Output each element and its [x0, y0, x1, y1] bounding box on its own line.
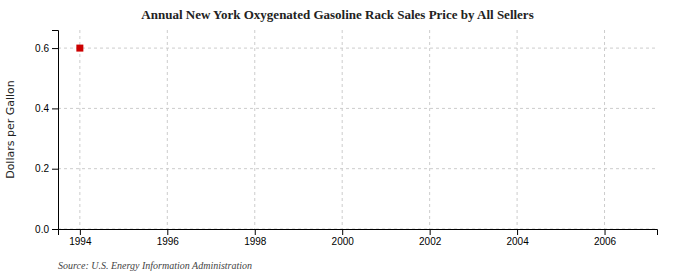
- x-tick: 2002: [419, 229, 442, 247]
- y-grid-line: [58, 108, 657, 109]
- y-axis: 0.0 0.2 0.4 0.6: [35, 31, 58, 235]
- y-tick: 0.6: [35, 43, 58, 54]
- x-grid-line: [79, 30, 80, 229]
- x-tick-label: 2000: [332, 236, 355, 247]
- y-tick: 0.0: [35, 224, 58, 235]
- grid: [58, 30, 657, 229]
- y-tick-mark: [52, 169, 58, 170]
- y-grid-line: [58, 48, 657, 49]
- x-tick-label: 1998: [244, 236, 267, 247]
- x-tick-label: 1994: [69, 236, 92, 247]
- x-tick: 2000: [332, 229, 355, 247]
- x-tick-label: 2004: [506, 236, 529, 247]
- plot-area: 1994 1996 1998 2000 2002 2004 2006 0.0 0.2 0.4 0.6: [35, 30, 657, 247]
- x-axis: 1994 1996 1998 2000 2002 2004 2006: [59, 229, 658, 247]
- y-axis-label: Dollars per Gallon: [4, 80, 17, 179]
- x-tick-mark: [167, 229, 168, 235]
- x-tick-mark: [255, 229, 256, 235]
- x-grid-line: [342, 30, 343, 229]
- y-tick: 0.4: [35, 103, 58, 114]
- x-grid-line: [604, 30, 605, 229]
- x-axis-line: [59, 230, 658, 236]
- x-tick: 1994: [69, 229, 92, 247]
- marks: [76, 45, 83, 52]
- x-tick-mark: [605, 229, 606, 235]
- y-tick: 0.2: [35, 163, 58, 174]
- y-tick-mark: [52, 48, 58, 49]
- x-tick: 2006: [594, 229, 617, 247]
- x-tick-label: 1996: [157, 236, 180, 247]
- x-tick-mark: [342, 229, 343, 235]
- x-tick-mark: [80, 229, 81, 235]
- y-grid-line: [58, 168, 657, 169]
- y-axis-line: [52, 31, 59, 230]
- y-tick-label: 0.4: [35, 103, 49, 114]
- x-grid-line: [429, 30, 430, 229]
- chart: 1994 1996 1998 2000 2002 2004 2006 0.0 0.2 0.4 0.6…: [0, 0, 675, 275]
- x-grid-line: [254, 30, 255, 229]
- title: Annual New York Oxygenated Gasoline Rack…: [141, 7, 533, 22]
- y-tick-mark: [52, 108, 58, 109]
- y-tick-label: 0.2: [35, 163, 49, 174]
- x-grid-line: [167, 30, 168, 229]
- source-note: Source: U.S. Energy Information Administ…: [58, 260, 252, 271]
- x-tick: 2004: [506, 229, 529, 247]
- x-grid-line: [517, 30, 518, 229]
- x-tick: 1998: [244, 229, 267, 247]
- x-tick: 1996: [157, 229, 180, 247]
- x-tick-mark: [430, 229, 431, 235]
- x-tick-label: 2006: [594, 236, 617, 247]
- y-tick-mark: [52, 229, 58, 230]
- x-tick-label: 2002: [419, 236, 442, 247]
- x-tick-mark: [517, 229, 518, 235]
- y-tick-label: 0.0: [35, 224, 49, 235]
- point: [76, 45, 83, 52]
- y-tick-label: 0.6: [35, 43, 49, 54]
